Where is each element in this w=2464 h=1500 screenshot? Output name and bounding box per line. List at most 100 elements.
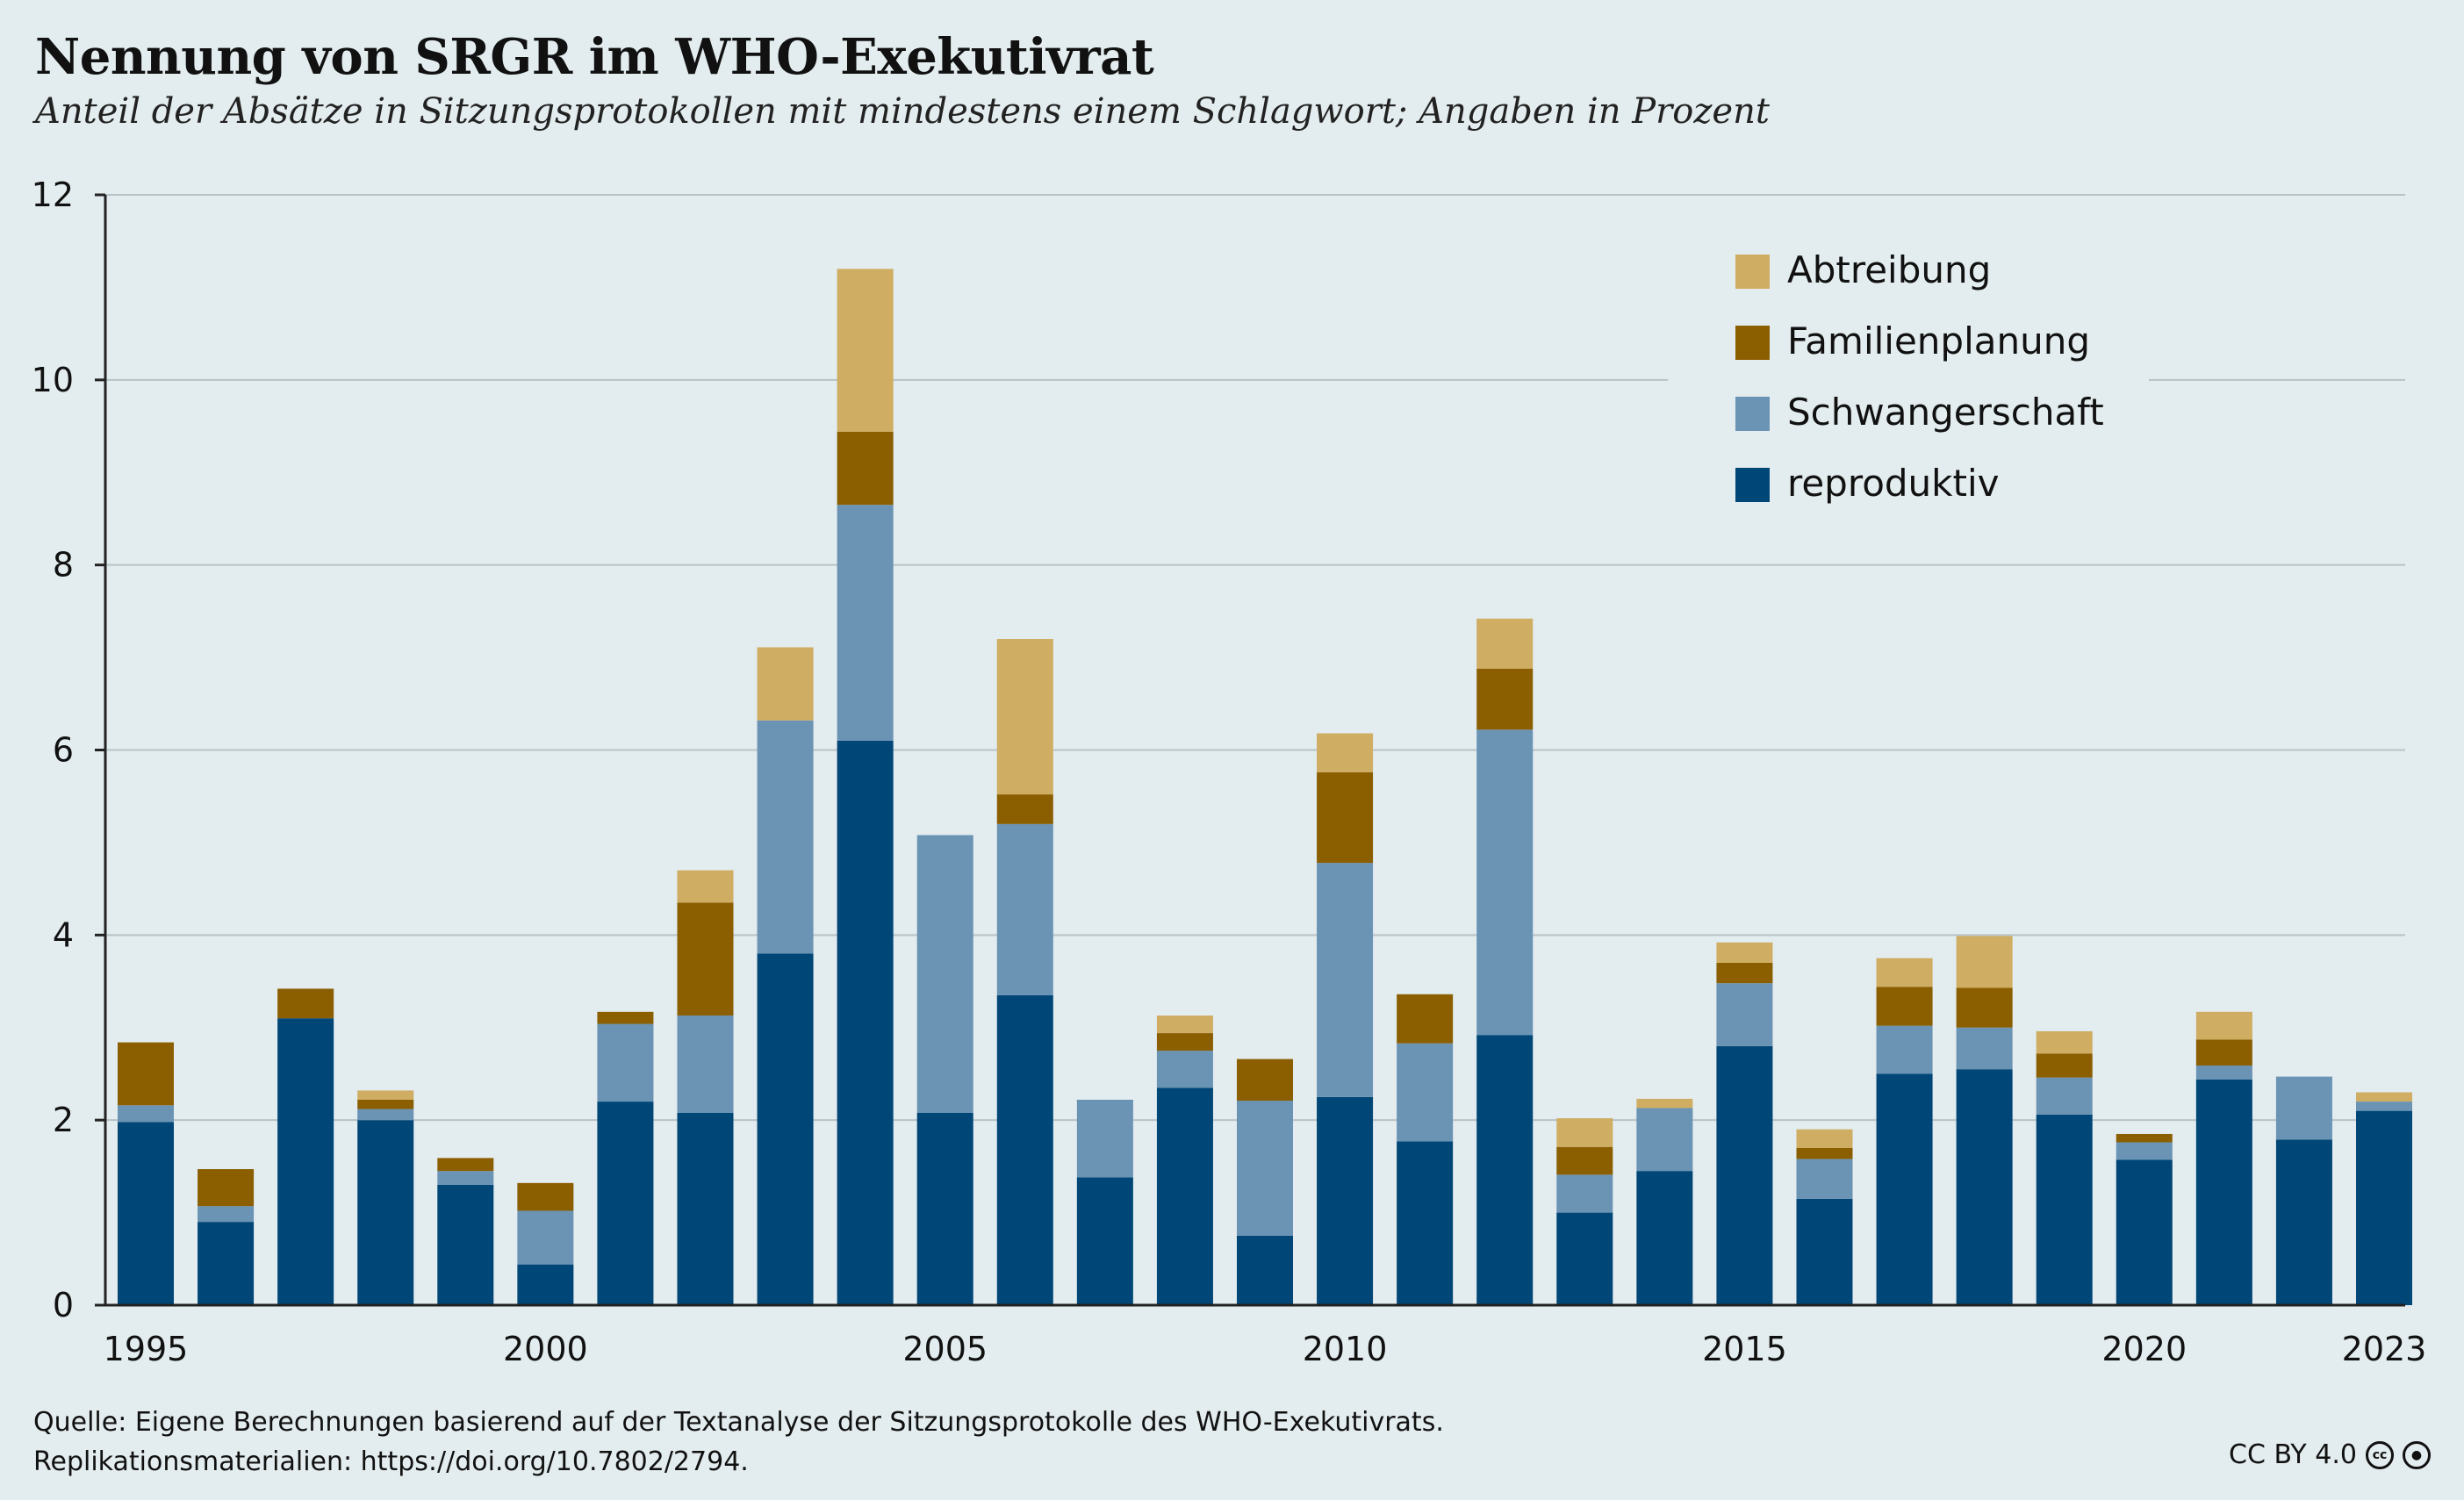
bar-familienplanung-1996: [198, 1169, 255, 1207]
x-tick-label: 1995: [104, 1330, 189, 1368]
bar-schwangerschaft-2021: [2195, 1065, 2252, 1080]
bar-reproduktiv-2021: [2195, 1079, 2252, 1305]
legend-label-schwangerschaft: Schwangerschaft: [1787, 391, 2104, 434]
bar-abtreibung-2014: [1636, 1098, 1693, 1109]
bar-schwangerschaft-2013: [1556, 1174, 1613, 1213]
bar-reproduktiv-2007: [1076, 1177, 1133, 1305]
bar-abtreibung-2008: [1156, 1016, 1213, 1034]
bar-abtreibung-2010: [1317, 733, 1374, 772]
bar-abtreibung-2018: [1956, 936, 2013, 988]
bar-familienplanung-2019: [2036, 1053, 2093, 1078]
y-tick-label: 6: [53, 731, 74, 770]
y-tick-label: 0: [53, 1286, 74, 1324]
bar-familienplanung-2016: [1796, 1147, 1853, 1159]
bar-familienplanung-1997: [277, 988, 334, 1019]
y-tick-label: 8: [53, 546, 74, 585]
chart-title: Nennung von SRGR im WHO-Exekutivrat: [35, 28, 1154, 86]
bar-familienplanung-2010: [1317, 772, 1374, 864]
x-tick-label: 2010: [1303, 1330, 1388, 1368]
license-label: CC BY 4.0: [2229, 1439, 2357, 1470]
bar-abtreibung-1998: [357, 1090, 414, 1100]
bar-abtreibung-2004: [837, 269, 894, 432]
bar-reproduktiv-2017: [1876, 1073, 1933, 1305]
y-tick-label: 4: [53, 915, 74, 954]
bar-reproduktiv-2006: [996, 994, 1053, 1305]
legend-swatch-familienplanung: [1735, 326, 1770, 360]
bar-schwangerschaft-2003: [757, 720, 814, 954]
bar-reproduktiv-1999: [437, 1184, 494, 1305]
bar-reproduktiv-2008: [1156, 1087, 1213, 1305]
bar-abtreibung-2015: [1716, 942, 1773, 963]
source-note: Quelle: Eigene Berechnungen basierend au…: [33, 1403, 1444, 1482]
x-tick-label: 2023: [2342, 1330, 2427, 1368]
bar-schwangerschaft-2020: [2116, 1142, 2173, 1160]
bar-reproduktiv-2001: [597, 1102, 654, 1305]
bar-reproduktiv-1997: [277, 1018, 334, 1305]
bar-abtreibung-2012: [1476, 618, 1534, 669]
bar-familienplanung-2012: [1476, 668, 1534, 730]
bar-schwangerschaft-1998: [357, 1109, 414, 1121]
x-tick-label: 2015: [1702, 1330, 1787, 1368]
bar-abtreibung-2019: [2036, 1030, 2093, 1054]
bar-schwangerschaft-2008: [1156, 1051, 1213, 1088]
bar-familienplanung-2018: [1956, 987, 2013, 1028]
bar-familienplanung-1999: [437, 1158, 494, 1172]
bar-schwangerschaft-2019: [2036, 1077, 2093, 1115]
bar-schwangerschaft-2018: [1956, 1027, 2013, 1070]
bar-reproduktiv-2013: [1556, 1212, 1613, 1305]
bar-familienplanung-2017: [1876, 987, 1933, 1026]
cc-icon: cc: [2366, 1440, 2394, 1469]
bar-familienplanung-2008: [1156, 1033, 1213, 1051]
bar-reproduktiv-2023: [2356, 1110, 2412, 1305]
bar-familienplanung-2002: [677, 902, 734, 1016]
bar-abtreibung-2017: [1876, 958, 1933, 987]
bar-abtreibung-2023: [2356, 1092, 2412, 1102]
bar-schwangerschaft-2005: [916, 835, 973, 1113]
bar-schwangerschaft-2004: [837, 505, 894, 741]
y-tick-label: 2: [53, 1101, 74, 1139]
bar-reproduktiv-2002: [677, 1112, 734, 1305]
bar-schwangerschaft-2011: [1397, 1043, 1454, 1142]
y-tick-label: 10: [32, 361, 74, 399]
bar-familienplanung-2006: [996, 794, 1053, 824]
y-tick-label: 12: [32, 176, 74, 214]
bar-schwangerschaft-1996: [198, 1206, 255, 1223]
bar-schwangerschaft-2009: [1237, 1101, 1293, 1236]
bar-reproduktiv-2010: [1317, 1096, 1374, 1305]
bar-reproduktiv-2011: [1397, 1141, 1454, 1305]
legend-swatch-reproduktiv: [1735, 468, 1770, 502]
bar-familienplanung-2009: [1237, 1059, 1293, 1102]
bar-reproduktiv-2019: [2036, 1114, 2093, 1305]
bar-reproduktiv-2009: [1237, 1235, 1293, 1305]
legend-label-abtreibung: Abtreibung: [1787, 248, 1991, 291]
bar-schwangerschaft-2002: [677, 1016, 734, 1113]
bar-schwangerschaft-2010: [1317, 863, 1374, 1097]
bar-reproduktiv-2004: [837, 740, 894, 1305]
bar-abtreibung-2021: [2195, 1011, 2252, 1040]
bar-schwangerschaft-2016: [1796, 1159, 1853, 1199]
bar-reproduktiv-1995: [118, 1122, 174, 1305]
bar-familienplanung-2001: [597, 1011, 654, 1024]
bar-familienplanung-2011: [1397, 994, 1454, 1044]
bar-abtreibung-2002: [677, 870, 734, 903]
bar-abtreibung-2013: [1556, 1118, 1613, 1147]
bar-abtreibung-2006: [996, 639, 1053, 795]
legend-swatch-schwangerschaft: [1735, 397, 1770, 431]
bar-reproduktiv-2014: [1636, 1171, 1693, 1305]
bar-schwangerschaft-2014: [1636, 1108, 1693, 1172]
bar-schwangerschaft-2001: [597, 1023, 654, 1102]
license: CC BY 4.0 cc ●: [2229, 1439, 2431, 1470]
bar-familienplanung-2000: [517, 1182, 574, 1211]
bar-schwangerschaft-2023: [2356, 1102, 2412, 1111]
bar-schwangerschaft-1995: [118, 1105, 174, 1123]
x-tick-label: 2020: [2101, 1330, 2187, 1368]
bar-reproduktiv-1998: [357, 1120, 414, 1305]
bar-familienplanung-1995: [118, 1042, 174, 1106]
bar-schwangerschaft-2017: [1876, 1025, 1933, 1074]
bar-reproduktiv-2018: [1956, 1069, 2013, 1305]
bar-reproduktiv-2015: [1716, 1045, 1773, 1305]
bar-familienplanung-1998: [357, 1099, 414, 1109]
bar-schwangerschaft-2012: [1476, 729, 1534, 1036]
bar-familienplanung-2020: [2116, 1133, 2173, 1143]
